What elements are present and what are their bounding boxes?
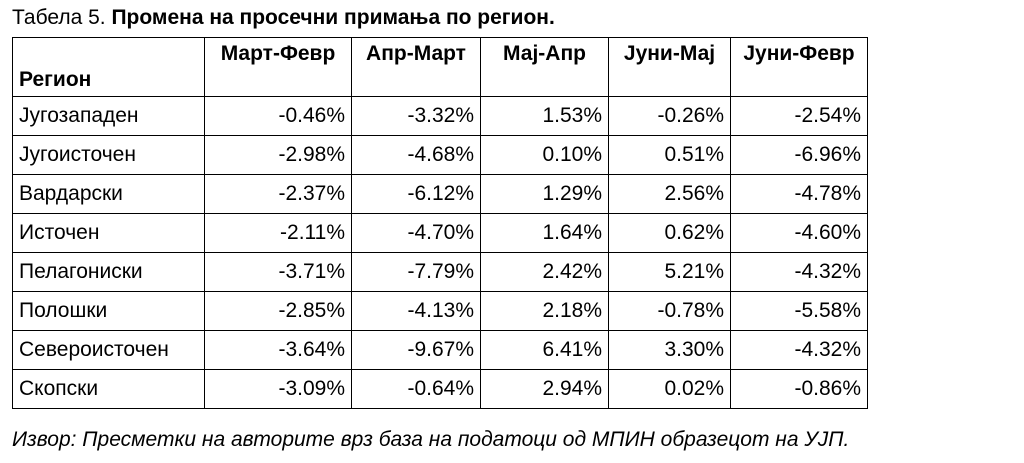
value-cell: -2.54% — [730, 96, 868, 136]
value-cell: -6.12% — [351, 174, 481, 214]
value-cell: -2.11% — [204, 213, 352, 253]
table-row: Пелагониски -3.71% -7.79% 2.42% 5.21% -4… — [12, 252, 868, 292]
value-cell: -0.86% — [730, 369, 868, 409]
value-cell: 5.21% — [608, 252, 731, 292]
value-cell: 1.64% — [480, 213, 609, 253]
value-cell: -0.78% — [608, 291, 731, 331]
table-row: Југоисточен -2.98% -4.68% 0.10% 0.51% -6… — [12, 135, 868, 175]
value-cell: 0.10% — [480, 135, 609, 175]
value-cell: -3.71% — [204, 252, 352, 292]
region-cell: Полошки — [12, 291, 205, 331]
source-note: Извор: Пресметки на авторите врз база на… — [12, 428, 850, 451]
value-cell: -4.70% — [351, 213, 481, 253]
value-cell: 0.02% — [608, 369, 731, 409]
value-cell: -0.64% — [351, 369, 481, 409]
value-cell: 0.62% — [608, 213, 731, 253]
column-header: Јуни-Мај — [608, 37, 731, 97]
value-cell: -4.32% — [730, 252, 868, 292]
table-row: Скопски -3.09% -0.64% 2.94% 0.02% -0.86% — [12, 369, 868, 409]
table-row: Полошки -2.85% -4.13% 2.18% -0.78% -5.58… — [12, 291, 868, 331]
value-cell: 1.29% — [480, 174, 609, 214]
region-cell: Југоисточен — [12, 135, 205, 175]
region-column-header: Регион — [12, 37, 205, 97]
column-header: Јуни-Февр — [730, 37, 868, 97]
table-row: Источен -2.11% -4.70% 1.64% 0.62% -4.60% — [12, 213, 868, 253]
column-header: Апр-Март — [351, 37, 481, 97]
value-cell: -4.60% — [730, 213, 868, 253]
value-cell: -2.37% — [204, 174, 352, 214]
header-row: Регион Март-Февр Апр-Март Мај-Апр Јуни-М… — [12, 37, 868, 97]
value-cell: -3.09% — [204, 369, 352, 409]
region-cell: Источен — [12, 213, 205, 253]
value-cell: -9.67% — [351, 330, 481, 370]
table-row: Вардарски -2.37% -6.12% 1.29% 2.56% -4.7… — [12, 174, 868, 214]
value-cell: -5.58% — [730, 291, 868, 331]
value-cell: 1.53% — [480, 96, 609, 136]
value-cell: 2.56% — [608, 174, 731, 214]
value-cell: -3.64% — [204, 330, 352, 370]
value-cell: 2.18% — [480, 291, 609, 331]
caption-title: Промена на просечни примања по регион. — [111, 6, 555, 29]
region-cell: Североисточен — [12, 330, 205, 370]
value-cell: -2.98% — [204, 135, 352, 175]
value-cell: 2.94% — [480, 369, 609, 409]
value-cell: -4.68% — [351, 135, 481, 175]
table-row: Североисточен -3.64% -9.67% 6.41% 3.30% … — [12, 330, 868, 370]
value-cell: -3.32% — [351, 96, 481, 136]
value-cell: -0.46% — [204, 96, 352, 136]
value-cell: -7.79% — [351, 252, 481, 292]
column-header: Март-Февр — [204, 37, 352, 97]
region-cell: Југозападен — [12, 96, 205, 136]
region-cell: Скопски — [12, 369, 205, 409]
value-cell: -0.26% — [608, 96, 731, 136]
value-cell: -4.13% — [351, 291, 481, 331]
region-cell: Вардарски — [12, 174, 205, 214]
value-cell: -6.96% — [730, 135, 868, 175]
value-cell: 0.51% — [608, 135, 731, 175]
value-cell: -2.85% — [204, 291, 352, 331]
caption-prefix: Табела 5. — [12, 6, 112, 29]
income-change-table: Регион Март-Февр Апр-Март Мај-Апр Јуни-М… — [12, 37, 868, 409]
table-row: Југозападен -0.46% -3.32% 1.53% -0.26% -… — [12, 96, 868, 136]
value-cell: 6.41% — [480, 330, 609, 370]
value-cell: 3.30% — [608, 330, 731, 370]
table-caption: Табела 5. Промена на просечни примања по… — [12, 4, 555, 32]
column-header: Мај-Апр — [480, 37, 609, 97]
value-cell: -4.78% — [730, 174, 868, 214]
region-cell: Пелагониски — [12, 252, 205, 292]
value-cell: 2.42% — [480, 252, 609, 292]
value-cell: -4.32% — [730, 330, 868, 370]
